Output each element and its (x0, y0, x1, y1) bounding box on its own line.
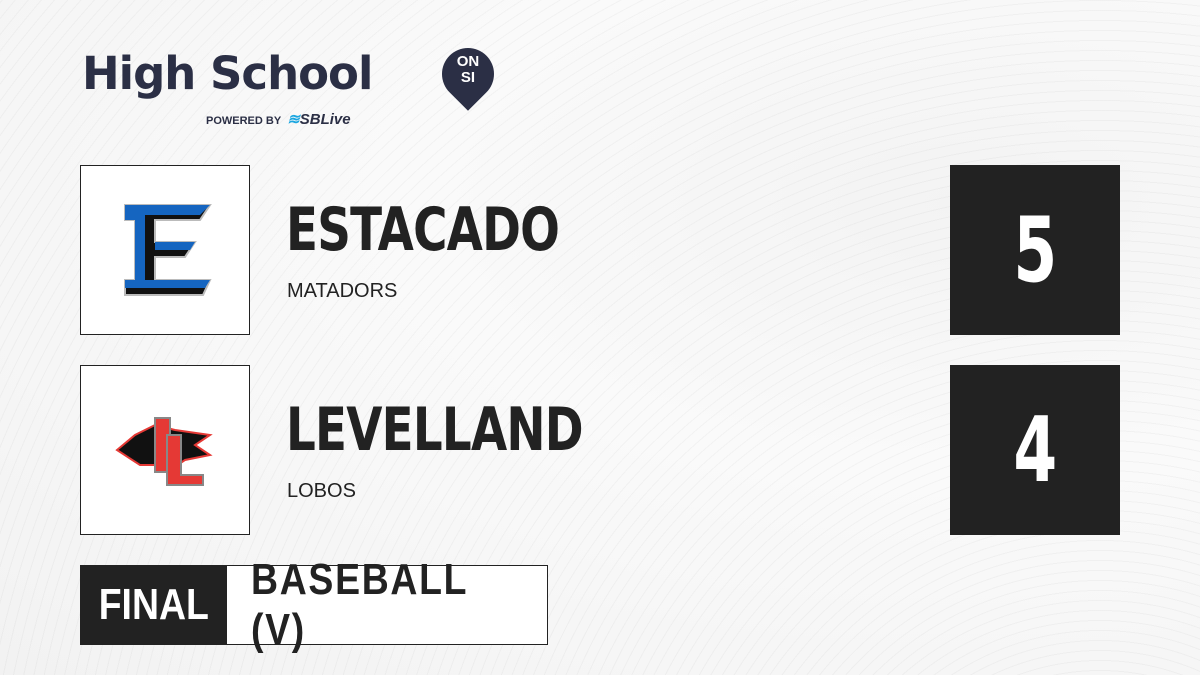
team-name: ESTACADO (286, 195, 560, 265)
sblive-logo: ≋SBLive (287, 111, 351, 128)
final-label: FINAL (81, 566, 227, 644)
team-mascot: LOBOS (287, 480, 356, 502)
team-logo-levelland (80, 365, 250, 535)
levelland-lobo-logo (115, 417, 213, 486)
sport-label: BASEBALL (V) (227, 555, 547, 654)
game-status-bar: FINAL BASEBALL (V) (80, 555, 548, 654)
team-score: 5 (950, 165, 1120, 335)
team-mascot: MATADORS (287, 280, 398, 302)
team-name: LEVELLAND (286, 395, 584, 465)
estacado-e-logo (124, 204, 212, 296)
powered-by: POWERED BY ≋SBLive (206, 111, 351, 128)
team-score: 4 (950, 365, 1120, 535)
brand-title: High School (82, 47, 373, 100)
pin-badge: ON SI (456, 53, 480, 86)
team-logo-estacado (80, 165, 250, 335)
high-school-on-si-logo: High School ON SI POWERED BY ≋SBLive (82, 37, 505, 128)
